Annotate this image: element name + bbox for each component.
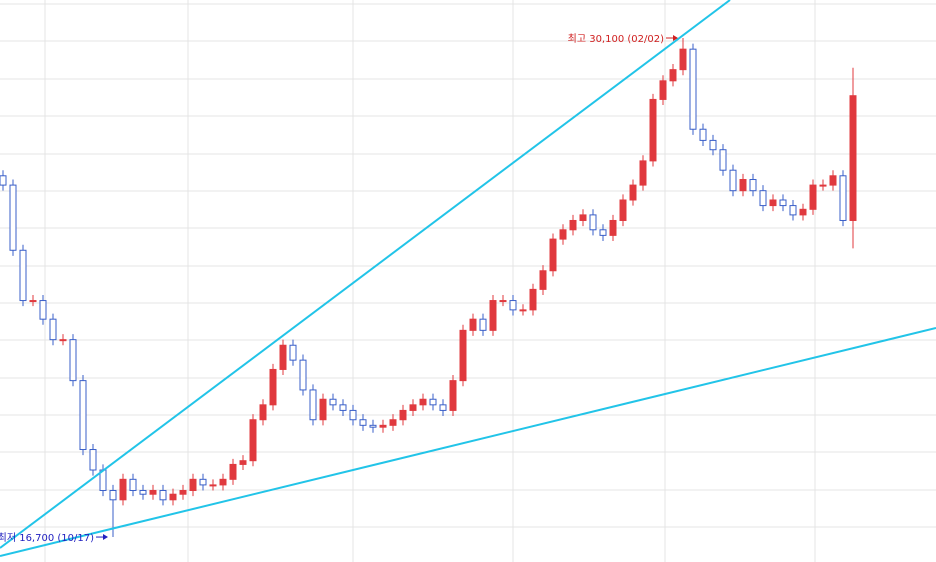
- candle-body: [239, 460, 247, 465]
- candle-body: [689, 48, 697, 130]
- annotations: 최고 30,100 (02/02) 최저 16,700 (10/17): [0, 33, 678, 544]
- candle-body: [109, 489, 117, 501]
- candle-body: [799, 208, 807, 216]
- candle-body: [699, 128, 707, 141]
- candle-body: [549, 238, 557, 272]
- candle-body: [489, 300, 497, 331]
- candle-body: [69, 339, 77, 382]
- candle-body: [739, 179, 747, 192]
- candle-body: [779, 199, 787, 207]
- candle-body: [339, 404, 347, 411]
- candle-body: [9, 184, 17, 251]
- candle-body: [789, 205, 797, 216]
- candle-body: [149, 489, 157, 495]
- candle-body: [759, 190, 767, 207]
- candle-body: [349, 409, 357, 421]
- candle-body: [279, 344, 287, 370]
- candle-body: [829, 175, 837, 186]
- candle-body: [609, 219, 617, 236]
- candle-body: [769, 199, 777, 207]
- candle-body: [539, 270, 547, 290]
- candle-body: [189, 478, 197, 491]
- candle-body: [599, 229, 607, 236]
- candle-body: [399, 409, 407, 421]
- candle-body: [139, 489, 147, 495]
- candle-body: [129, 478, 137, 491]
- trend-line: [0, 0, 731, 549]
- candle-body: [269, 368, 277, 406]
- candle-body: [209, 484, 217, 487]
- candle-body: [29, 300, 37, 303]
- candle-body: [79, 380, 87, 451]
- candle-body: [639, 160, 647, 186]
- candle-body: [729, 169, 737, 192]
- annotation-label: 최고 30,100 (02/02): [568, 33, 664, 45]
- candle-body: [459, 329, 467, 382]
- candle-body: [309, 389, 317, 421]
- candle-body: [119, 478, 127, 501]
- candle-body: [469, 318, 477, 331]
- candle-body: [439, 404, 447, 411]
- candle-body: [839, 175, 847, 221]
- candles: [0, 37, 857, 538]
- candle-body: [359, 419, 367, 426]
- candle-body: [809, 184, 817, 210]
- candle-body: [509, 300, 517, 311]
- candle-body: [659, 80, 667, 100]
- candle-body: [409, 404, 417, 411]
- candle-body: [199, 478, 207, 486]
- annotation-label: 최저 16,700 (10/17): [0, 532, 94, 544]
- candle-body: [679, 48, 687, 71]
- candle-body: [499, 300, 507, 303]
- candle-body: [19, 249, 27, 302]
- candle-body: [669, 69, 677, 82]
- candle-body: [649, 98, 657, 162]
- candle-body: [369, 424, 377, 428]
- candle-body: [39, 300, 47, 320]
- candle-body: [619, 199, 627, 221]
- candle-body: [229, 463, 237, 480]
- candle-body: [449, 380, 457, 411]
- candle-body: [529, 288, 537, 311]
- candle-body: [419, 398, 427, 406]
- candle-body: [49, 318, 57, 341]
- candle-body: [569, 219, 577, 231]
- candle-body: [379, 424, 387, 428]
- candle-body: [169, 493, 177, 501]
- candle-body: [559, 229, 567, 240]
- candle-body: [749, 179, 757, 192]
- candle-body: [709, 139, 717, 151]
- candle-body: [429, 398, 437, 406]
- candle-body: [589, 214, 597, 231]
- candle-body: [629, 184, 637, 201]
- candle-body: [0, 175, 7, 186]
- candle-body: [89, 449, 97, 471]
- candle-body: [299, 359, 307, 391]
- trend-line: [0, 327, 936, 557]
- candle-body: [319, 398, 327, 421]
- candle-body: [59, 339, 67, 342]
- candle-body: [219, 478, 227, 486]
- candle-body: [479, 318, 487, 331]
- candle-body: [849, 95, 857, 221]
- candle-body: [389, 419, 397, 426]
- candle-body: [289, 344, 297, 361]
- candle-body: [719, 149, 727, 171]
- candle-body: [519, 309, 527, 312]
- annotation-arrowhead: [673, 34, 678, 41]
- candle-body: [579, 214, 587, 221]
- candle-body: [179, 489, 187, 495]
- candle-body: [249, 419, 257, 462]
- candle-body: [259, 404, 267, 421]
- candle-body: [329, 398, 337, 406]
- candle-body: [159, 489, 167, 501]
- candle-body: [819, 184, 827, 187]
- annotation-arrowhead: [103, 534, 108, 541]
